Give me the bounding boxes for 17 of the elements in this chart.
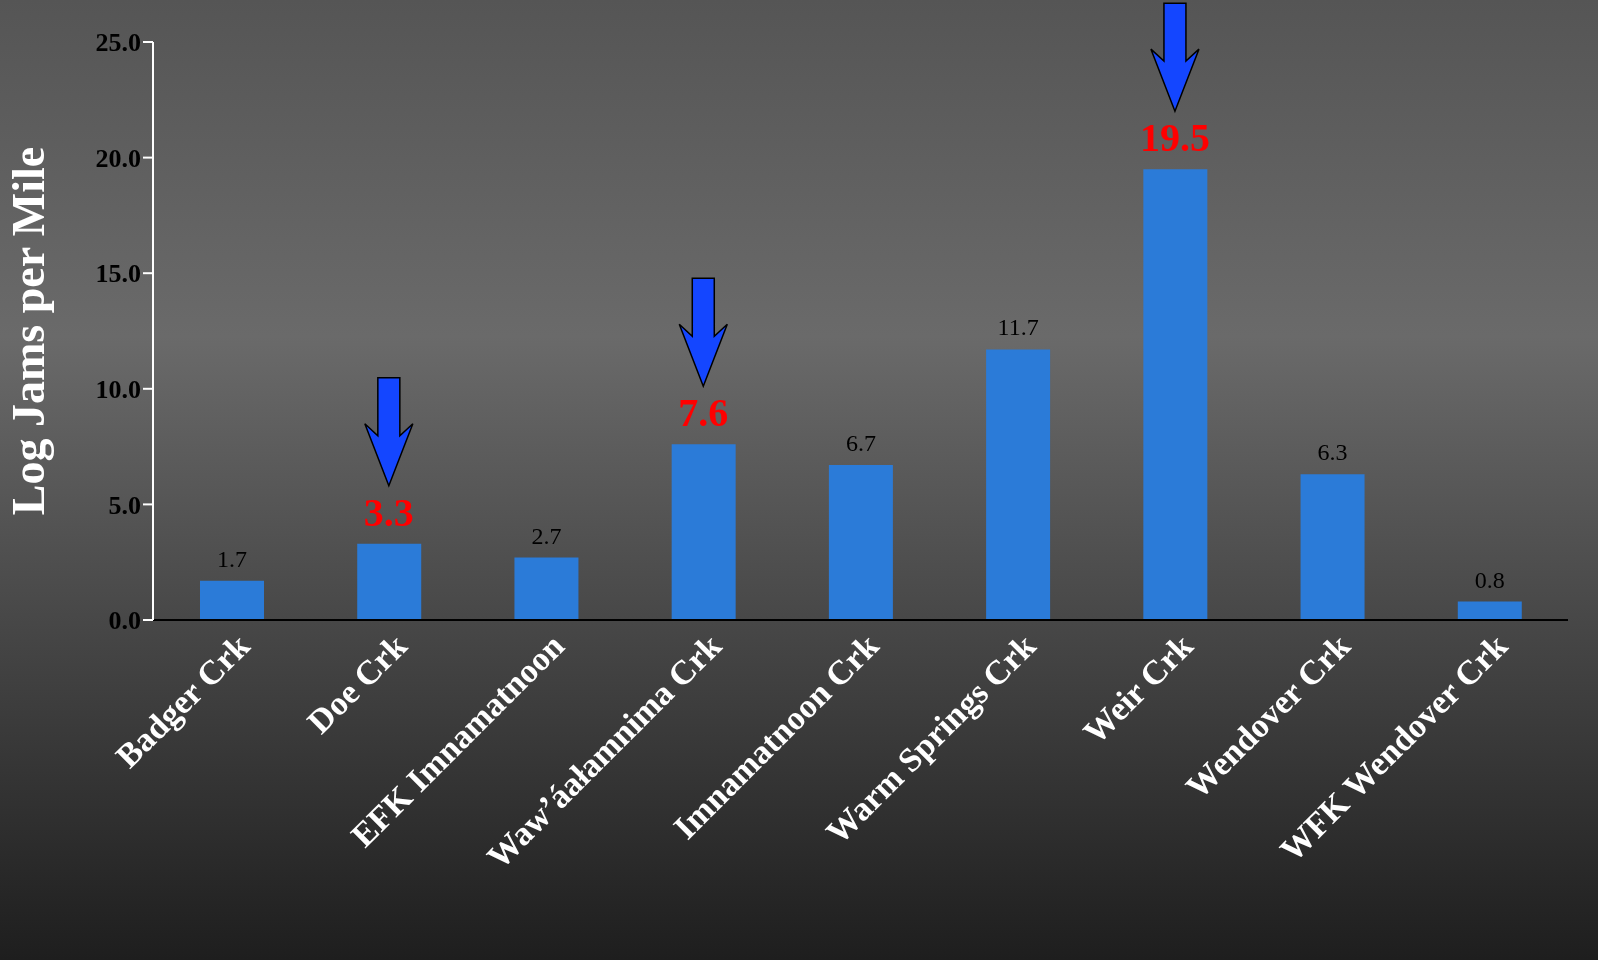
y-tick-label: 25.0 [95,28,141,58]
data-label: 11.7 [997,314,1039,341]
y-tick-label: 10.0 [95,375,141,405]
y-tick-label: 5.0 [108,490,141,520]
annotation: 7.6 [678,390,729,436]
y-tick-label: 20.0 [95,143,141,173]
annotation: 19.5 [1139,115,1210,161]
data-label: 0.8 [1474,566,1505,593]
annotation: 3.3 [363,489,414,535]
y-tick-label: 15.0 [95,259,141,289]
data-label: 2.7 [531,522,562,549]
x-tick-label: Weir Crk [1076,626,1200,751]
y-tick-label: 0.0 [108,606,141,636]
data-label: 6.7 [845,430,876,457]
y-axis-title: Log Jams per Mile [3,146,55,516]
data-label: 6.3 [1317,439,1348,466]
data-label: 1.7 [217,545,247,572]
